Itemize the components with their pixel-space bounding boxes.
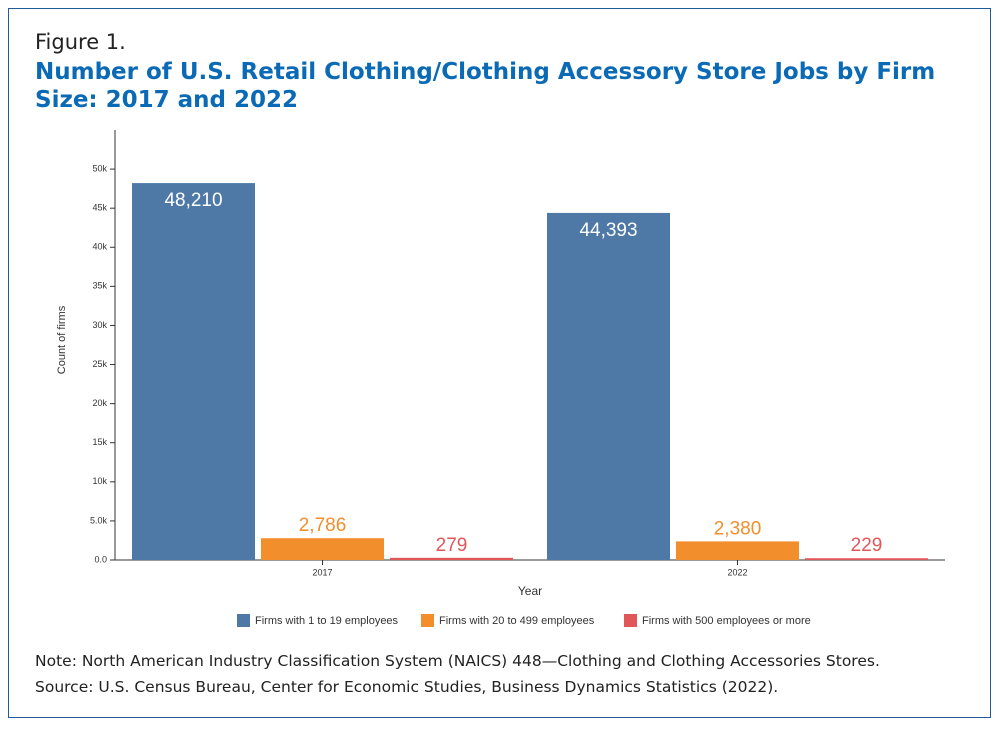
y-tick-label: 25k	[92, 359, 107, 369]
y-tick-label: 10k	[92, 476, 107, 486]
legend-label: Firms with 500 employees or more	[642, 615, 811, 627]
x-tick-label: 2017	[312, 567, 332, 577]
y-tick-label: 30k	[92, 320, 107, 330]
y-tick-label: 15k	[92, 437, 107, 447]
value-label: 2,786	[299, 515, 347, 536]
bar	[547, 212, 670, 560]
y-tick-label: 20k	[92, 398, 107, 408]
value-label: 229	[851, 535, 883, 556]
legend-swatch	[421, 614, 434, 627]
value-label: 2,380	[714, 518, 762, 539]
legend-label: Firms with 20 to 499 employees	[439, 615, 595, 627]
bar	[676, 541, 799, 560]
y-axis-label: Count of firms	[56, 305, 68, 374]
legend-swatch	[624, 614, 637, 627]
y-tick-label: 40k	[92, 242, 107, 252]
x-axis-label: Year	[518, 584, 542, 598]
chart-title: Number of U.S. Retail Clothing/Clothing …	[35, 59, 936, 113]
legend-swatch	[237, 614, 250, 627]
figure-label: Figure 1.	[35, 30, 126, 54]
note: Note: North American Industry Classifica…	[35, 652, 880, 670]
y-tick-label: 50k	[92, 163, 107, 173]
legend-label: Firms with 1 to 19 employees	[255, 615, 399, 627]
source: Source: U.S. Census Bureau, Center for E…	[35, 678, 779, 696]
value-label: 48,210	[164, 190, 222, 211]
y-tick-label: 5.0k	[90, 515, 108, 525]
bar	[132, 183, 255, 560]
value-label: 279	[436, 535, 468, 556]
bar	[390, 557, 513, 560]
x-tick-label: 2022	[727, 567, 747, 577]
frame	[8, 8, 991, 718]
y-tick-label: 45k	[92, 203, 107, 213]
value-label: 44,393	[579, 220, 637, 241]
y-tick-label: 35k	[92, 281, 107, 291]
bar	[805, 558, 928, 560]
y-tick-label: 0.0	[94, 554, 107, 564]
bar	[261, 538, 384, 560]
